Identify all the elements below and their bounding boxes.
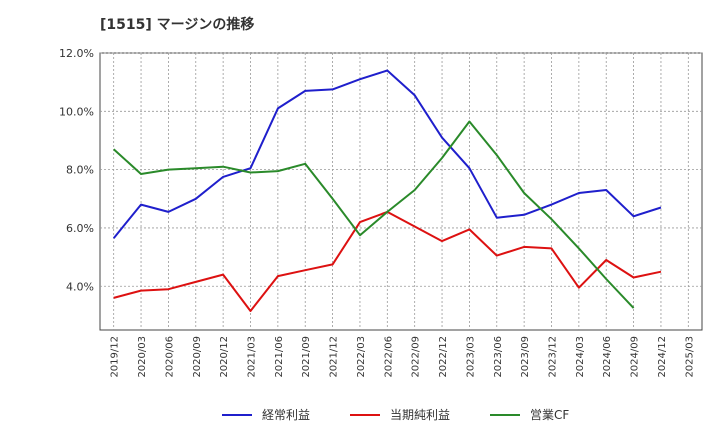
x-tick-label: 2022/03 — [356, 336, 367, 378]
x-tick-label: 2020/03 — [137, 336, 148, 378]
grid-lines — [100, 52, 702, 330]
x-tick-label: 2023/03 — [465, 336, 476, 378]
legend-label: 経常利益 — [262, 408, 310, 422]
y-tick-label: 8.0% — [66, 164, 94, 177]
plot-area — [99, 52, 703, 331]
legend-label: 営業CF — [530, 408, 569, 422]
x-tick-label: 2022/06 — [383, 336, 394, 378]
x-tick-label: 2021/03 — [247, 336, 258, 378]
x-tick-label: 2023/06 — [493, 336, 504, 378]
x-tick-label: 2021/09 — [301, 336, 312, 378]
series-lines — [112, 69, 662, 312]
x-tick-label: 2022/12 — [438, 336, 449, 378]
x-tick-label: 2020/09 — [192, 336, 203, 378]
series-line — [112, 69, 662, 239]
legend: 経常利益 当期純利益 営業CF — [222, 408, 569, 422]
y-tick-label: 4.0% — [66, 280, 94, 293]
y-axis-ticks: 4.0% 6.0% 8.0% 10.0% 12.0% — [59, 47, 94, 293]
series-line — [113, 120, 635, 309]
x-tick-label: 2024/12 — [657, 336, 668, 378]
x-tick-label: 2024/06 — [602, 336, 613, 378]
x-tick-label: 2020/12 — [219, 336, 230, 378]
legend-label: 当期純利益 — [390, 408, 450, 422]
x-tick-label: 2022/09 — [411, 336, 422, 378]
y-tick-label: 12.0% — [59, 47, 94, 60]
chart-title: [1515] マージンの推移 — [100, 17, 255, 33]
x-tick-label: 2021/12 — [329, 336, 340, 378]
x-tick-label: 2024/09 — [630, 336, 641, 378]
y-tick-label: 6.0% — [66, 222, 94, 235]
x-tick-label: 2025/03 — [684, 336, 695, 378]
x-tick-label: 2019/12 — [110, 336, 121, 378]
x-tick-label: 2021/06 — [274, 336, 285, 378]
x-tick-label: 2024/03 — [575, 336, 586, 378]
x-tick-label: 2020/06 — [164, 336, 175, 378]
x-axis-ticks: 2019/12 2020/03 2020/06 2020/09 2020/12 2021/… — [110, 336, 696, 378]
x-tick-label: 2023/12 — [548, 336, 559, 378]
y-tick-label: 10.0% — [59, 105, 94, 118]
x-tick-label: 2023/09 — [520, 336, 531, 378]
